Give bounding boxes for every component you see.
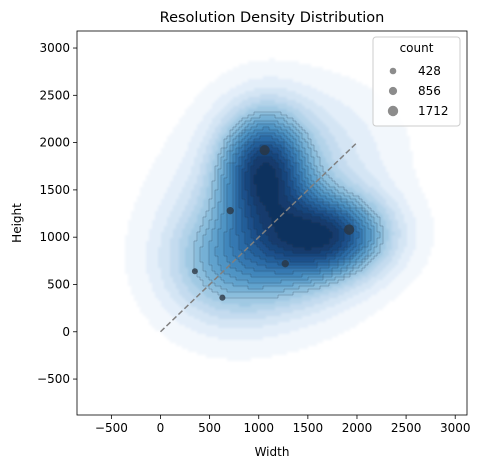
y-tick-label: 500 [47, 277, 70, 291]
plot-frame [76, 30, 468, 416]
data-point-2 [219, 294, 226, 301]
legend-title: count [400, 41, 434, 55]
x-tick-label: 2000 [342, 421, 373, 435]
reference-diagonal-line [159, 142, 358, 333]
legend: count 428 856 1712 [372, 36, 461, 127]
x-axis-title: Width [255, 445, 290, 459]
x-tick-label: −500 [95, 421, 128, 435]
y-tick-label: −500 [37, 372, 70, 386]
density-contours [125, 58, 434, 361]
y-axis-title: Height [10, 203, 24, 243]
y-tick-label: 2500 [39, 88, 70, 102]
legend-box [372, 36, 461, 127]
y-tick-label: 2000 [39, 136, 70, 150]
data-point-4 [281, 260, 289, 268]
chart-title: Resolution Density Distribution [160, 10, 385, 26]
x-tick-label: 500 [198, 421, 221, 435]
x-tick-label: 0 [157, 421, 165, 435]
x-tick-label: 2500 [391, 421, 422, 435]
legend-marker [389, 67, 397, 75]
data-point-3 [226, 207, 234, 215]
y-tick-label: 3000 [39, 41, 70, 55]
y-tick-label: 1000 [39, 230, 70, 244]
x-tick-label: 1000 [243, 421, 274, 435]
x-tick-label: 1500 [293, 421, 324, 435]
x-axis: −500 0 500 1000 1500 2000 2500 3000 [95, 415, 471, 435]
legend-marker [388, 86, 398, 96]
y-tick-label: 1500 [39, 183, 70, 197]
x-tick-label: 3000 [440, 421, 471, 435]
legend-label: 856 [418, 84, 441, 98]
legend-label: 428 [418, 64, 441, 78]
legend-marker [387, 105, 399, 117]
data-point-6 [343, 224, 355, 235]
data-point-1 [191, 268, 198, 275]
data-point-5 [259, 145, 270, 156]
y-tick-label: 0 [62, 325, 70, 339]
y-axis: −500 0 500 1000 1500 2000 2500 3000 [37, 41, 77, 386]
legend-label: 1712 [418, 104, 449, 118]
